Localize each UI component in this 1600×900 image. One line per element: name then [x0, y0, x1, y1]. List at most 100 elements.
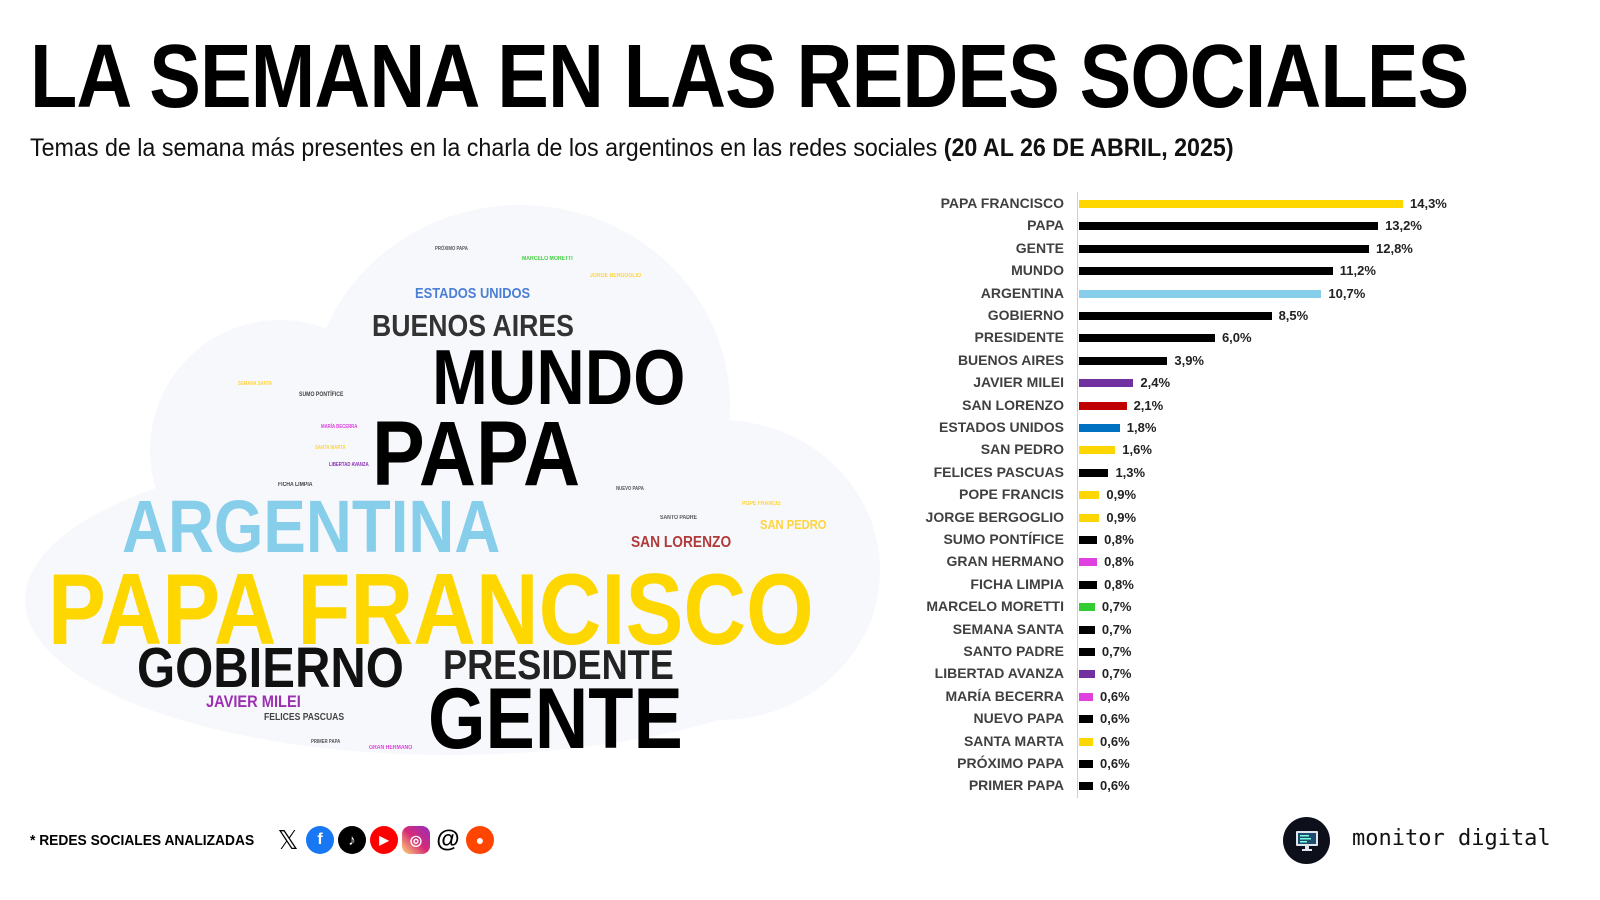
bar-value-label: 11,2% [1339, 263, 1376, 279]
cloud-word: SUMO PONTÍFICE [299, 392, 344, 398]
cloud-word: ESTADOS UNIDOS [415, 285, 531, 302]
bar-value-label: 0,7% [1101, 621, 1132, 637]
bar-row: FICHA LIMPIA 0,8% [880, 574, 1580, 596]
bar [1079, 401, 1127, 410]
bar [1079, 356, 1168, 365]
bar-value-label: 1,6% [1122, 442, 1152, 458]
bar [1079, 715, 1093, 724]
cloud-word: FELICES PASCUAS [264, 712, 345, 723]
bar [1079, 244, 1369, 253]
bar-value-label: 6,0% [1221, 330, 1252, 346]
bar-value-label: 1,3% [1115, 464, 1146, 480]
bar-label: POPE FRANCIS [958, 486, 1064, 503]
bar [1079, 334, 1215, 343]
bar-value-label: 1,8% [1126, 420, 1157, 435]
page-subtitle: Temas de la semana más presentes en la c… [30, 134, 1234, 163]
cloud-word: GENTE [428, 671, 683, 767]
bar-value-label: 14,3% [1410, 196, 1447, 211]
bar-row: GOBIERNO 8,5% [880, 305, 1580, 327]
bar-value-label: 2,1% [1133, 397, 1164, 413]
cloud-word: JAVIER MILEI [206, 692, 301, 711]
bar-value-label: 0,8% [1104, 532, 1134, 547]
cloud-word: MARCELO MORETTI [522, 256, 573, 262]
bar [1079, 222, 1379, 231]
bar-value-label: 0,8% [1104, 576, 1134, 592]
x-icon: 𝕏 [277, 824, 299, 855]
bar-label: JORGE BERGOGLIO [925, 508, 1064, 525]
bar-value-label: 0,7% [1101, 644, 1132, 659]
bar-label: PRIMER PAPA [968, 777, 1064, 794]
cloud-word: MARÍA BECERRA [321, 424, 358, 430]
bar-label: FICHA LIMPIA [970, 575, 1064, 592]
bar-label: MARÍA BECERRA [945, 687, 1064, 704]
bar-row: ARGENTINA 10,7% [880, 283, 1580, 305]
bar-value-label: 0,7% [1101, 599, 1132, 615]
bar-row: GRAN HERMANO 0,8% [880, 551, 1580, 573]
bar-row: GENTE 12,8% [880, 238, 1580, 260]
bar [1079, 491, 1100, 500]
bar-row: SANTA MARTA 0,6% [880, 731, 1580, 753]
social-icons: 𝕏 f ♪ ▶ ◎ @ ● [274, 824, 494, 855]
bar-row: PAPA FRANCISCO 14,3% [880, 193, 1580, 215]
bar-row: SAN LORENZO 2,1% [880, 395, 1580, 417]
chart-axis [1077, 192, 1078, 798]
threads-icon: @ [436, 826, 460, 853]
bar-value-label: 3,9% [1174, 352, 1204, 368]
tiktok-icon: ♪ [338, 826, 366, 854]
cloud-shape [560, 420, 880, 720]
bar-row: PAPA 13,2% [880, 215, 1580, 237]
bar-label: SAN LORENZO [962, 396, 1064, 413]
cloud-word: MUNDO [432, 333, 686, 421]
bar-row: SEMANA SANTA 0,7% [880, 619, 1580, 641]
bar-row: MUNDO 11,2% [880, 260, 1580, 282]
bar-label: SUMO PONTÍFICE [943, 531, 1064, 547]
monitor-digital-logo [1283, 817, 1330, 864]
subtitle-period: (20 AL 26 DE ABRIL, 2025) [943, 134, 1234, 162]
bar-label: PAPA [1027, 217, 1064, 234]
facebook-icon: f [306, 826, 334, 854]
bar-row: PRIMER PAPA 0,6% [880, 775, 1580, 797]
bar-label: PRÓXIMO PAPA [957, 755, 1064, 771]
bar [1079, 446, 1116, 455]
bar-row: PRESIDENTE 6,0% [880, 327, 1580, 349]
bar [1079, 312, 1272, 320]
bar-label: GENTE [1015, 239, 1064, 256]
bar-value-label: 0,6% [1100, 688, 1130, 704]
bar-row: SUMO PONTÍFICE 0,8% [880, 529, 1580, 551]
cloud-word: PRÓXIMO PAPA [435, 246, 468, 252]
cloud-word: LIBERTAD AVANZA [329, 462, 369, 468]
bar-value-label: 0,9% [1106, 509, 1137, 525]
bar [1079, 289, 1322, 298]
brand-name: monitor digital [1352, 826, 1551, 851]
bar-row: JAVIER MILEI 2,4% [880, 372, 1580, 394]
page-title: LA SEMANA EN LAS REDES SOCIALES [30, 27, 1469, 127]
cloud-word: GOBIERNO [137, 636, 404, 700]
bar-row: BUENOS AIRES 3,9% [880, 350, 1580, 372]
bar-value-label: 0,6% [1100, 756, 1130, 771]
bar-value-label: 2,4% [1140, 375, 1171, 391]
cloud-word: SANTO PADRE [660, 515, 698, 521]
bar-label: GOBIERNO [987, 307, 1064, 323]
bar-row: SAN PEDRO 1,6% [880, 439, 1580, 461]
bar-label: JAVIER MILEI [973, 374, 1064, 391]
bar-row: MARCELO MORETTI 0,7% [880, 596, 1580, 618]
cloud-word: SEMANA SANTA [238, 381, 273, 387]
bar [1079, 603, 1095, 612]
bar-label: PAPA FRANCISCO [940, 195, 1064, 211]
bar [1079, 379, 1134, 388]
bar-value-label: 10,7% [1328, 285, 1366, 301]
cloud-word: BUENOS AIRES [372, 308, 574, 343]
cloud-word: SAN PEDRO [760, 517, 827, 532]
bar-row: PRÓXIMO PAPA 0,6% [880, 753, 1580, 775]
bar [1079, 536, 1098, 544]
bar-label: SAN PEDRO [980, 441, 1064, 458]
bar [1079, 760, 1093, 768]
bar [1079, 513, 1100, 522]
bar [1079, 625, 1095, 634]
bar [1079, 648, 1095, 656]
cloud-word: ARGENTINA [122, 485, 501, 568]
bar-label: PRESIDENTE [974, 329, 1064, 346]
bar-label: LIBERTAD AVANZA [934, 665, 1064, 682]
bar-label: MUNDO [1011, 262, 1064, 279]
bar-chart: PAPA FRANCISCO 14,3% PAPA 13,2% GENTE 12,8% MU… [880, 190, 1580, 800]
